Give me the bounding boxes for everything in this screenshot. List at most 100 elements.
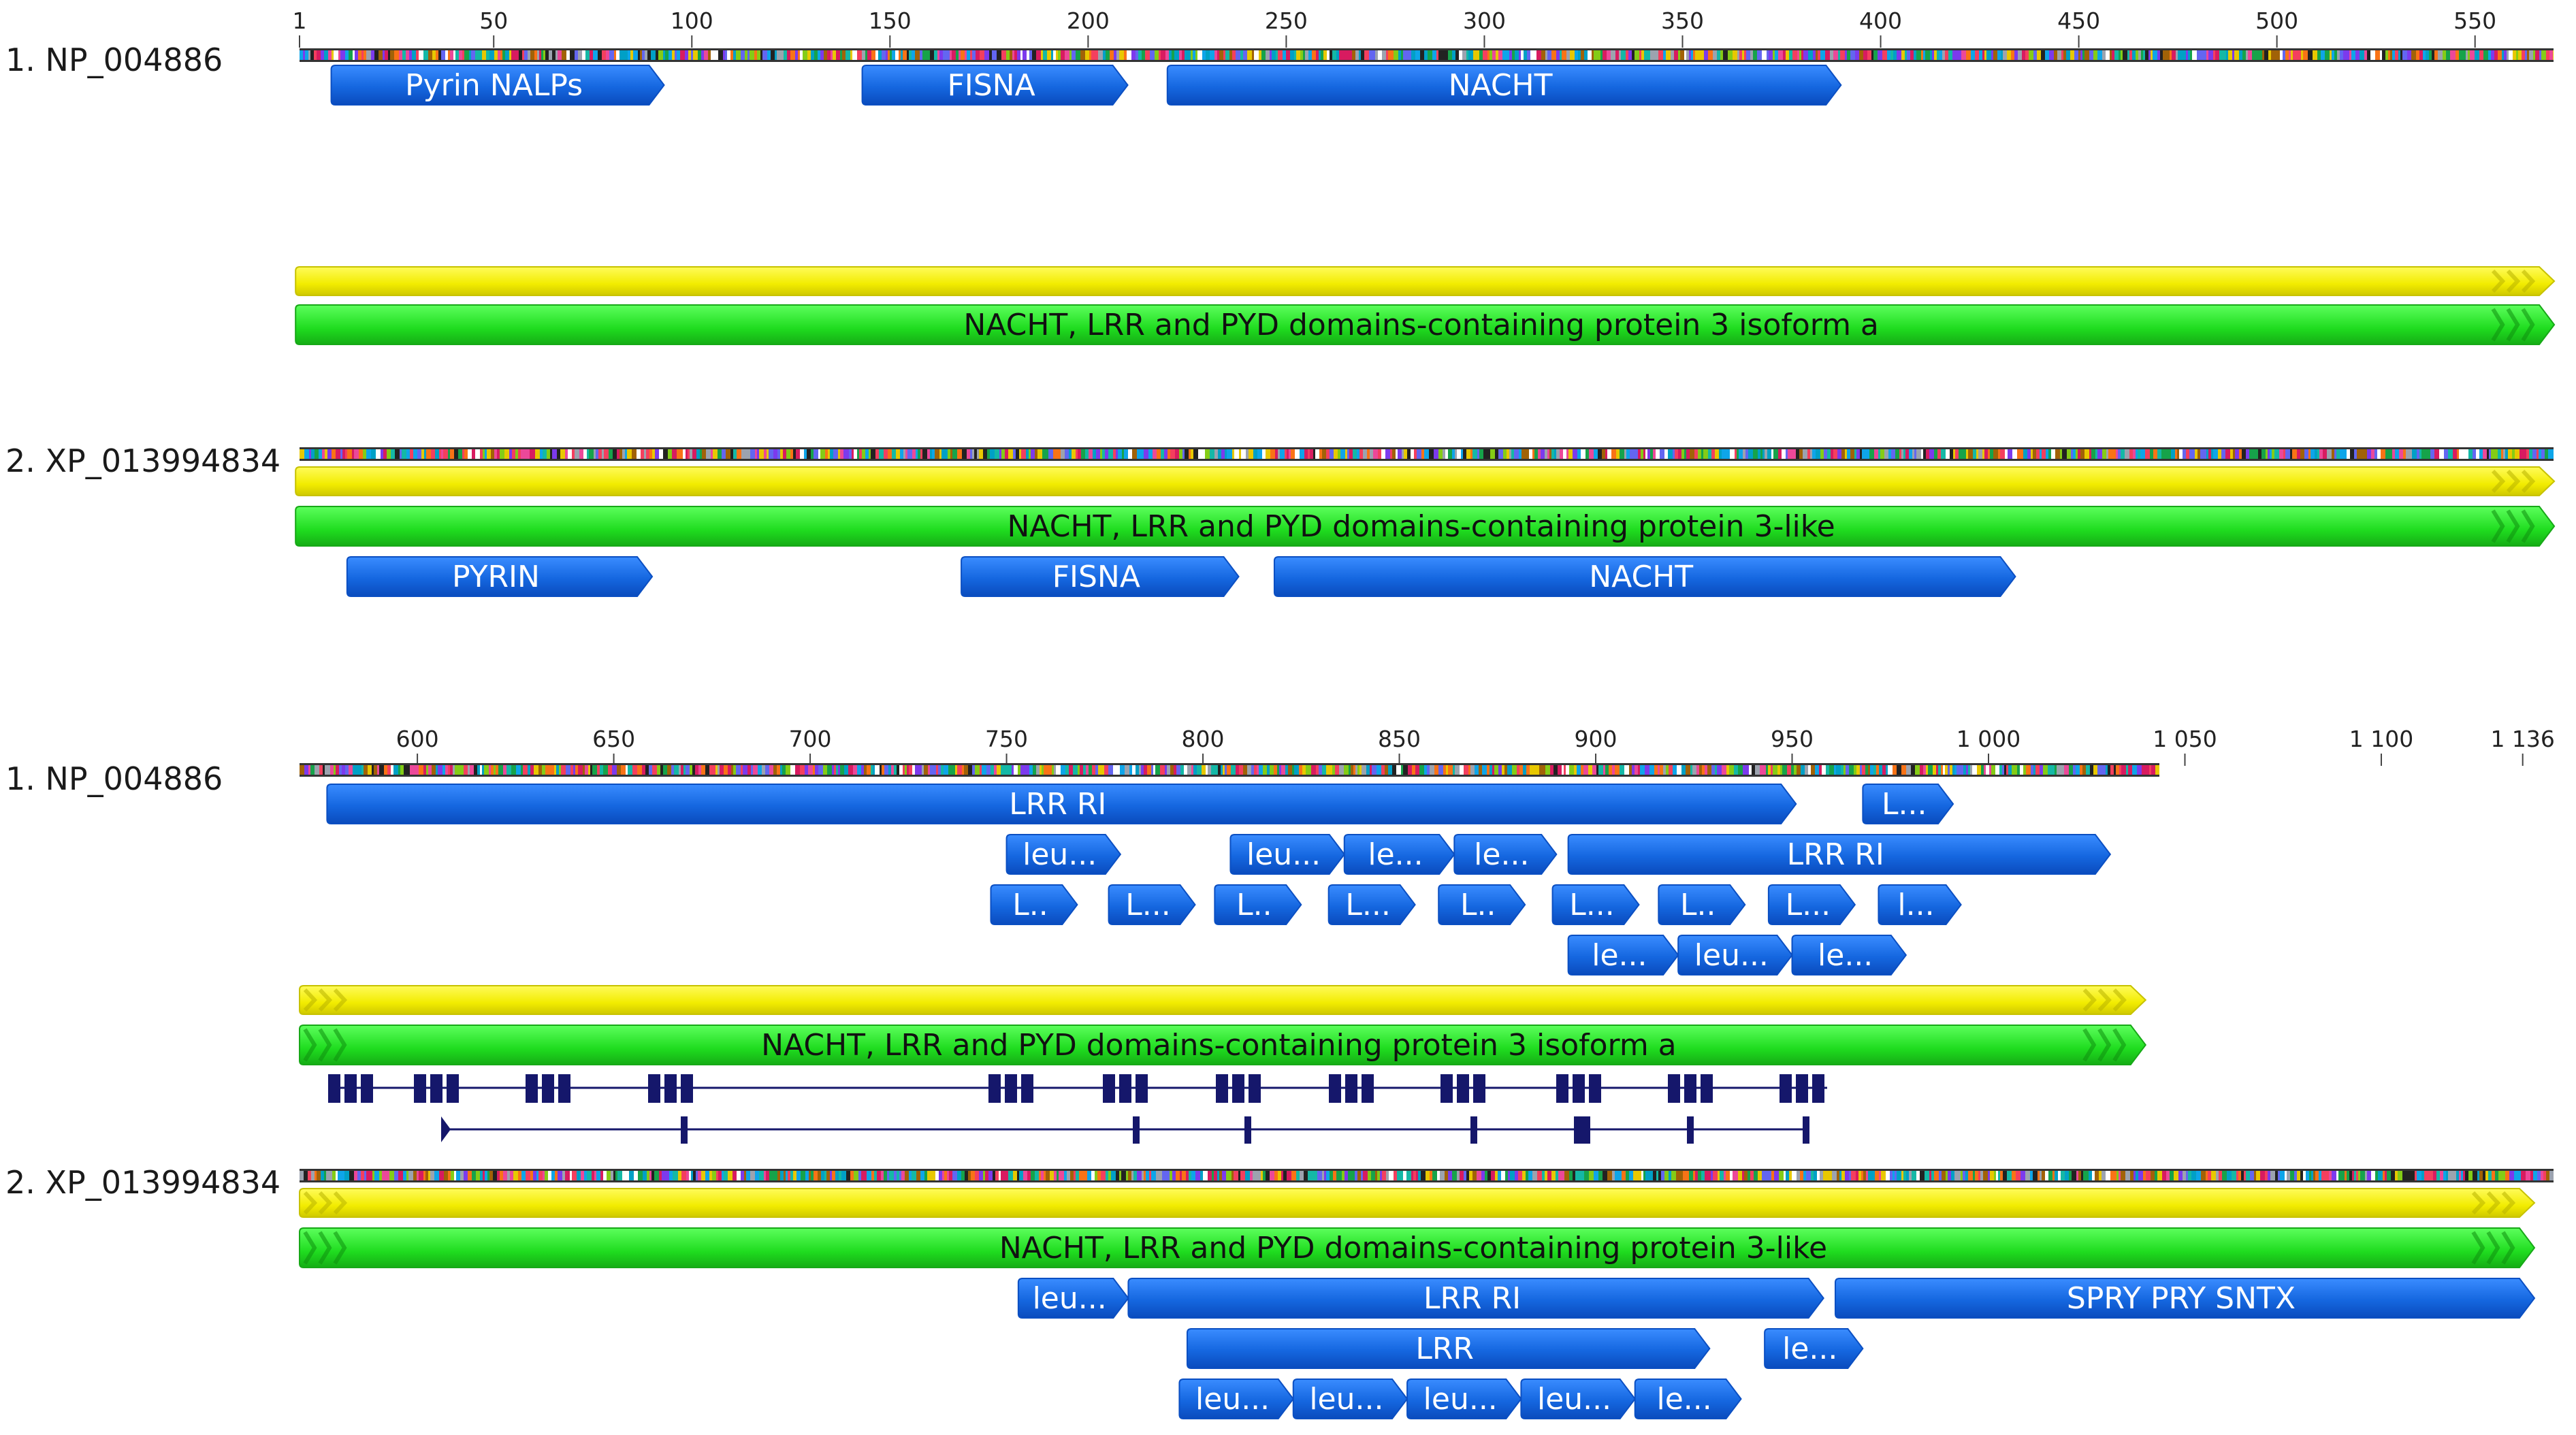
domain-domain-l[interactable]: L.. — [1438, 884, 1526, 925]
ruler-tick-label: 1 — [293, 7, 307, 34]
annotation-label: L... — [1786, 888, 1831, 922]
sequence-bar-seq-1-panel-2 — [300, 763, 2159, 777]
cds-track-seq-1[interactable] — [295, 266, 2556, 296]
protein-track-seq-1[interactable]: NACHT, LRR and PYD domains-containing pr… — [299, 1025, 2147, 1065]
exon-block — [1812, 1074, 1824, 1103]
ruler-tick-label: 1 136 — [2490, 726, 2554, 752]
protein-track-seq-2[interactable]: NACHT, LRR and PYD domains-containing pr… — [299, 1227, 2536, 1268]
domain-domain-leu[interactable]: leu... — [1520, 1378, 1636, 1419]
ruler-tick-label: 800 — [1182, 726, 1225, 752]
ruler-tick-label: 650 — [592, 726, 635, 752]
domain-domain-nacht[interactable]: NACHT — [1273, 556, 2016, 597]
annotation-label: NACHT — [1449, 68, 1553, 103]
domain-domain-leu[interactable]: leu... — [1017, 1278, 1129, 1319]
ruler-tick-label: 700 — [789, 726, 832, 752]
domain-domain-le[interactable]: le... — [1791, 935, 1907, 976]
domain-domain-l[interactable]: L.. — [990, 884, 1078, 925]
cds-track-seq-1[interactable] — [299, 985, 2147, 1015]
exon-block — [542, 1074, 554, 1103]
protein-track-seq-2[interactable]: NACHT, LRR and PYD domains-containing pr… — [295, 506, 2556, 547]
domain-domain-l[interactable]: L.. — [1214, 884, 1302, 925]
ruler-tick-label: 900 — [1575, 726, 1617, 752]
annotation-label: LRR RI — [1423, 1281, 1521, 1316]
domain-domain-le[interactable]: le... — [1343, 834, 1455, 875]
domain-domain-le[interactable]: le... — [1764, 1328, 1864, 1369]
annotation-label: leu... — [1309, 1382, 1383, 1417]
exon-block — [1556, 1074, 1568, 1103]
annotation-label: le... — [1368, 837, 1423, 872]
domain-domain-pyrin-nalps[interactable]: Pyrin NALPs — [330, 65, 665, 106]
domain-domain-leu[interactable]: leu... — [1005, 834, 1122, 875]
domain-domain-lrr-ri[interactable]: LRR RI — [1567, 834, 2112, 875]
annotation-label: leu... — [1537, 1382, 1611, 1417]
domain-domain-spry-pry-sntx[interactable]: SPRY PRY SNTX — [1834, 1278, 2536, 1319]
domain-domain-nacht[interactable]: NACHT — [1166, 65, 1842, 106]
exon-block — [1796, 1074, 1808, 1103]
cds-track-seq-2[interactable] — [299, 1188, 2536, 1218]
ruler-tick-label: 1 000 — [1957, 726, 2020, 752]
domain-domain-leu[interactable]: leu... — [1229, 834, 1346, 875]
annotation-label: PYRIN — [452, 560, 540, 594]
ruler-tick-label: 450 — [2057, 7, 2100, 34]
domain-domain-le[interactable]: le... — [1634, 1378, 1742, 1419]
exon-block — [1216, 1074, 1228, 1103]
seq-label-np-004886-bottom: 1. NP_004886 — [5, 760, 223, 797]
exon-block — [430, 1074, 442, 1103]
protein-track-seq-1[interactable]: NACHT, LRR and PYD domains-containing pr… — [295, 304, 2556, 345]
exon-block — [1021, 1074, 1033, 1103]
exon-block — [1473, 1074, 1485, 1103]
domain-domain-leu[interactable]: leu... — [1292, 1378, 1408, 1419]
annotation-label: leu... — [1033, 1281, 1107, 1316]
annotation-label: L... — [1882, 787, 1927, 822]
ruler-tick-label: 1 050 — [2153, 726, 2217, 752]
ruler-tick-label: 100 — [671, 7, 713, 34]
domain-domain-fisna[interactable]: FISNA — [961, 556, 1240, 597]
annotation-label: L... — [1345, 888, 1390, 922]
exon-block — [1573, 1074, 1585, 1103]
domain-domain-l[interactable]: L... — [1862, 784, 1954, 824]
domain-domain-leu[interactable]: leu... — [1677, 935, 1793, 976]
seq-label-xp-013994834-top: 2. XP_013994834 — [5, 442, 280, 479]
domain-domain-l[interactable]: L... — [1767, 884, 1856, 925]
exon-block — [526, 1074, 538, 1103]
exon-block — [1249, 1074, 1261, 1103]
annotation-label: Pyrin NALPs — [405, 68, 583, 103]
annotation-label: le... — [1474, 837, 1529, 872]
domain-domain-le[interactable]: le... — [1453, 834, 1558, 875]
ruler-tick-label: 850 — [1378, 726, 1421, 752]
domain-domain-leu[interactable]: leu... — [1178, 1378, 1295, 1419]
exon-block — [1589, 1074, 1601, 1103]
ruler-panel-1: 1 50 100 150 200 250 300 350 400 450 500 550 — [293, 7, 2496, 48]
exon-block — [648, 1074, 660, 1103]
domain-domain-pyrin[interactable]: PYRIN — [346, 556, 654, 597]
sequence-bar-seq-2-panel-1 — [300, 447, 2554, 461]
annotation-label: FISNA — [1052, 560, 1140, 594]
domain-domain-lrr-ri[interactable]: LRR RI — [1127, 1278, 1824, 1319]
domain-domain-lrr[interactable]: LRR — [1186, 1328, 1711, 1369]
domain-domain-l[interactable]: L... — [1327, 884, 1416, 925]
exon-block — [1136, 1074, 1148, 1103]
exon-block — [681, 1074, 693, 1103]
domain-domain-l[interactable]: L... — [1551, 884, 1640, 925]
exon-block — [1329, 1074, 1341, 1103]
domain-domain-leu[interactable]: leu... — [1406, 1378, 1522, 1419]
ruler-tick-label: 400 — [1859, 7, 1902, 34]
exon-block — [1345, 1074, 1357, 1103]
ruler-tick-label: 150 — [869, 7, 912, 34]
domain-domain-lrr-ri[interactable]: LRR RI — [326, 784, 1797, 824]
domain-domain-l[interactable]: l... — [1878, 884, 1962, 925]
exon-mark — [1470, 1116, 1477, 1144]
domain-domain-fisna[interactable]: FISNA — [861, 65, 1129, 106]
exon-block — [361, 1074, 373, 1103]
domain-domain-l[interactable]: L.. — [1658, 884, 1746, 925]
exon-block — [328, 1074, 340, 1103]
cds-track-seq-2[interactable] — [295, 466, 2556, 496]
ruler-tick-label: 1 100 — [2349, 726, 2413, 752]
annotation-label: le... — [1592, 938, 1647, 973]
domain-domain-l[interactable]: L... — [1108, 884, 1196, 925]
ruler-tick-label: 250 — [1265, 7, 1308, 34]
seq-label-np-004886-top: 1. NP_004886 — [5, 42, 223, 78]
annotation-label: l... — [1897, 888, 1934, 922]
domain-domain-le[interactable]: le... — [1567, 935, 1679, 976]
